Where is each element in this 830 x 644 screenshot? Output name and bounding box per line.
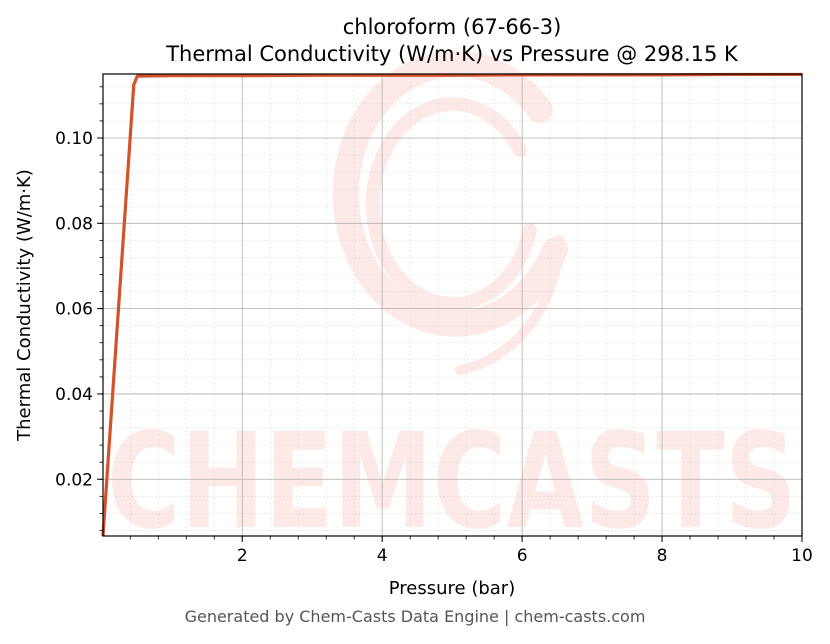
y-tick-label: 0.06: [55, 300, 93, 320]
series-line-0: [101, 72, 802, 537]
x-axis-label: Pressure (bar): [389, 578, 515, 599]
x-tick-label: 6: [517, 546, 528, 566]
x-tick-label: 2: [237, 546, 248, 566]
watermark-text: CHEMCASTS: [107, 405, 797, 559]
x-tick-label: 4: [377, 546, 388, 566]
x-axis: 2 4 6 8 10: [129, 536, 813, 566]
series-layer: [101, 72, 802, 537]
plot-frame: [102, 73, 803, 537]
y-tick-label: 0.08: [55, 214, 93, 234]
y-axis: 0.02 0.04 0.06 0.08 0.10: [55, 86, 103, 531]
x-tick-label: 10: [791, 546, 813, 566]
y-tick-label: 0.02: [55, 470, 93, 490]
chart-subtitle: Thermal Conductivity (W/m·K) vs Pressure…: [165, 42, 739, 66]
chart-title: chloroform (67-66-3): [343, 15, 562, 39]
watermark-logo-swirl-icon: [332, 50, 568, 375]
x-tick-label: 8: [657, 546, 668, 566]
watermark: CHEMCASTS: [107, 50, 797, 559]
footer-credit: Generated by Chem-Casts Data Engine | ch…: [184, 607, 646, 626]
y-tick-label: 0.04: [55, 385, 93, 405]
y-axis-label: Thermal Conductivity (W/m·K): [14, 169, 35, 442]
y-tick-label: 0.10: [55, 129, 93, 149]
